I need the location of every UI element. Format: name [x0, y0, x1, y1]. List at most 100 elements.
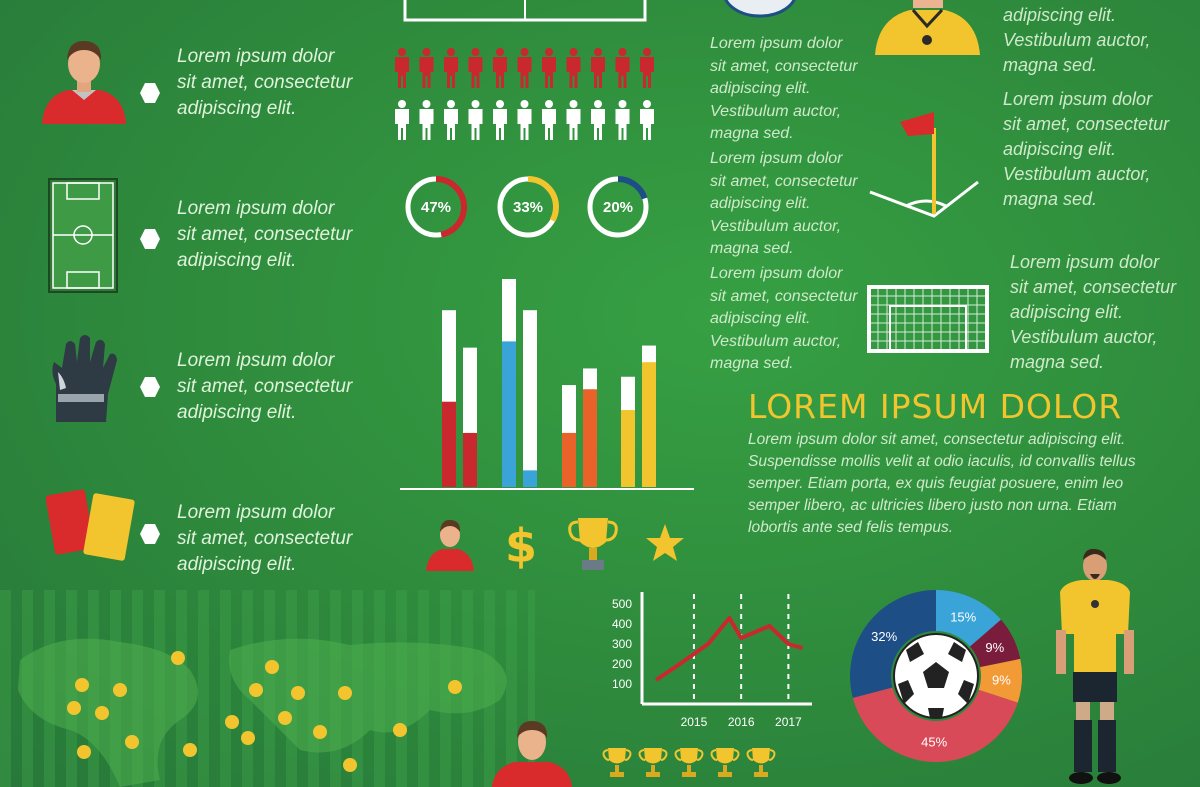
pie-slice-label: 9%: [985, 640, 1004, 655]
pie-slice: [850, 590, 936, 698]
map-dot: [67, 701, 81, 715]
bar-background: [523, 310, 537, 487]
red-person-icon: [542, 48, 556, 88]
corner-flag-icon: [869, 112, 979, 218]
line-series: [655, 616, 804, 682]
middle-text-block: Lorem ipsum dolor sit amet, consectetur ad…: [710, 265, 858, 372]
player-icon: [42, 40, 126, 124]
red-person-icon: [566, 48, 581, 88]
ball-patch: [928, 708, 944, 718]
line-chart: 100 200 300 400 500 2015 2016 2017: [612, 592, 812, 729]
red-person-icon: [591, 48, 605, 88]
ball-patch: [906, 642, 924, 662]
donut-arc: [497, 176, 559, 238]
player-icon: [492, 720, 572, 787]
bar-fill: [502, 341, 516, 487]
dollar-icon: $: [506, 519, 536, 572]
map-dot: [241, 731, 255, 745]
red-person-icon: [395, 48, 409, 88]
left-item-text: Lorem ipsum dolor sit amet, consectetur ad…: [177, 46, 353, 119]
map-dot: [249, 683, 263, 697]
ball-patch: [948, 642, 966, 662]
field-stripe: [220, 590, 231, 787]
white-person-icon: [493, 100, 507, 140]
referee-figure: [1056, 548, 1134, 784]
red-person-icon: [468, 48, 483, 88]
field-stripe: [506, 590, 517, 787]
map-dot: [183, 743, 197, 757]
small-trophy-icon: [674, 748, 704, 777]
field-stripe: [0, 590, 11, 787]
pie-slice-label: 9%: [992, 673, 1011, 688]
trophy-icon: [568, 518, 618, 570]
map-dot: [75, 678, 89, 692]
hexagon-bullet: [140, 524, 160, 544]
small-trophy-icon: [638, 748, 668, 777]
map-dot: [393, 723, 407, 737]
map-dot: [113, 683, 127, 697]
ball-patch: [958, 680, 974, 704]
white-person-icon: [542, 100, 556, 140]
section-heading: LOREM IPSUM DOLOR: [748, 387, 1123, 426]
left-item-text: Lorem ipsum dolor sit amet, consectetur ad…: [177, 198, 353, 271]
small-trophy-icon: [710, 748, 740, 777]
trophy-row: [602, 748, 776, 777]
donut-label: 20%: [603, 199, 633, 216]
left-item-text: Lorem ipsum dolor sit amet, consectetur ad…: [177, 350, 353, 423]
x-tick-label: 2016: [728, 715, 755, 729]
field-stripe: [528, 590, 535, 787]
red-person-icon: [640, 48, 654, 88]
y-tick-label: 300: [612, 637, 632, 651]
map-dot: [291, 686, 305, 700]
right-text-block: Lorem ipsum dolor sit amet, consectetur ad…: [1003, 89, 1170, 209]
white-person-icon: [468, 100, 483, 140]
map-dot: [77, 745, 91, 759]
right-text-block: adipiscing elit. Vestibulum auctor, magna …: [1003, 5, 1151, 75]
left-item-text: Lorem ipsum dolor sit amet, consectetur ad…: [177, 502, 353, 575]
player-icon: [426, 519, 474, 571]
pie-slice: [852, 687, 1018, 762]
pie-slice-label: 32%: [871, 629, 897, 644]
pie-slice: [936, 590, 1001, 647]
bar-fill: [442, 401, 456, 487]
right-text-block: Lorem ipsum dolor sit amet, consectetur ad…: [1010, 252, 1177, 372]
red-person-icon: [444, 48, 458, 88]
y-tick-label: 500: [612, 597, 632, 611]
map-dot: [448, 680, 462, 694]
bar-fill: [463, 432, 477, 487]
white-person-icon: [640, 100, 654, 140]
svg-text:$: $: [506, 519, 536, 572]
ball-patch: [898, 680, 914, 704]
donut-chart: 33%: [497, 176, 559, 238]
map-dot: [278, 711, 292, 725]
stopwatch-icon: [724, 0, 796, 18]
pie-slice: [978, 658, 1022, 703]
donut-chart: 47%: [405, 176, 467, 238]
map-dot: [338, 686, 352, 700]
middle-text-block: Lorem ipsum dolor sit amet, consectetur ad…: [710, 35, 858, 142]
y-tick-label: 400: [612, 617, 632, 631]
middle-text-block: Lorem ipsum dolor sit amet, consectetur ad…: [710, 150, 858, 257]
red-person-icon: [493, 48, 507, 88]
donut-label: 47%: [421, 199, 451, 216]
small-trophy-icon: [602, 748, 632, 777]
donut-arc: [405, 176, 467, 238]
white-person-icon: [395, 100, 409, 140]
red-person-icon: [615, 48, 630, 88]
map-dot: [265, 660, 279, 674]
goal-net-icon: [867, 285, 989, 353]
percentage-donuts: 47% 33% 20%: [405, 176, 649, 238]
donut-label: 33%: [513, 199, 543, 216]
y-tick-label: 100: [612, 677, 632, 691]
people-icons: [395, 48, 654, 140]
bar-chart: [400, 279, 694, 490]
red-person-icon: [419, 48, 434, 88]
map-dot: [95, 706, 109, 720]
white-person-icon: [566, 100, 581, 140]
donut-arc: [587, 176, 649, 238]
cards-icon: [46, 489, 135, 561]
hexagon-bullet: [140, 229, 160, 249]
map-dot: [343, 758, 357, 772]
field-icon: [48, 178, 118, 293]
x-tick-label: 2017: [775, 715, 802, 729]
